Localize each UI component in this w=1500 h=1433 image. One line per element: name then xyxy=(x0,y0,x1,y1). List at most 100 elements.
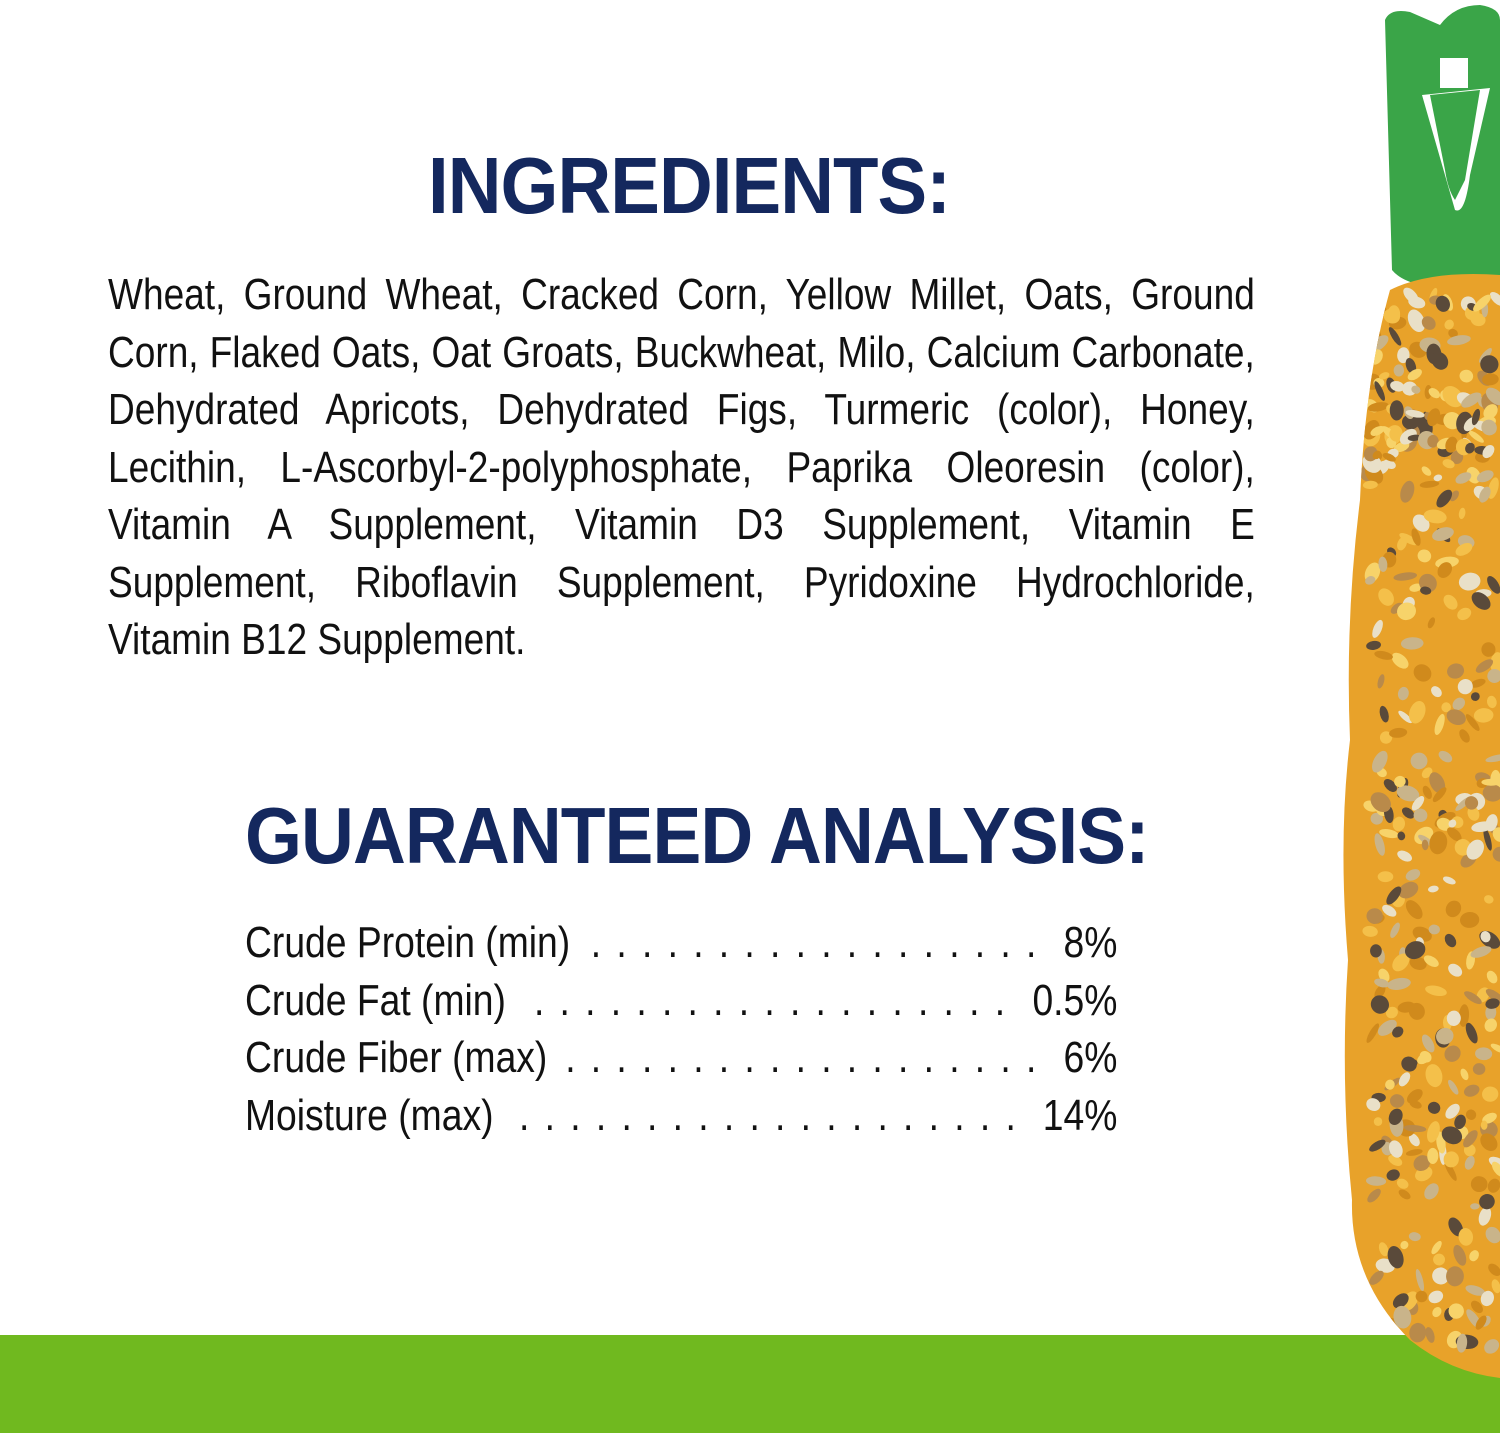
seed-speck xyxy=(1389,727,1408,738)
seed-speck xyxy=(1431,686,1442,698)
seed-speck xyxy=(1411,385,1421,394)
analysis-value: 8% xyxy=(1063,918,1118,967)
seed-speck xyxy=(1479,1194,1495,1210)
seed-speck xyxy=(1379,829,1399,839)
seed-speck xyxy=(1459,369,1474,383)
seed-speck xyxy=(1370,944,1382,958)
seed-speck xyxy=(1471,592,1491,610)
seed-speck xyxy=(1431,351,1449,370)
seed-speck xyxy=(1386,1169,1400,1181)
seed-speck xyxy=(1385,1006,1398,1019)
seed-speck xyxy=(1397,536,1407,551)
seed-speck xyxy=(1407,434,1422,442)
seed-speck xyxy=(1423,509,1447,524)
analysis-row: Crude Fat (min).........................… xyxy=(245,976,1117,1034)
seed-speck xyxy=(1393,364,1405,377)
seed-speck xyxy=(1405,409,1425,418)
seed-speck xyxy=(1398,1189,1411,1200)
seed-speck xyxy=(1485,814,1498,832)
analysis-label: Crude Protein (min) xyxy=(245,918,571,967)
seed-speck xyxy=(1431,1240,1442,1255)
seed-speck xyxy=(1463,1130,1478,1148)
seed-speck xyxy=(1443,1151,1459,1168)
seed-speck xyxy=(1379,705,1389,723)
seed-speck xyxy=(1465,442,1475,454)
seed-speck xyxy=(1466,839,1484,860)
seed-speck xyxy=(1382,904,1397,917)
seed-speck xyxy=(1455,472,1472,484)
seed-speck xyxy=(1481,642,1496,657)
seed-speck xyxy=(1473,294,1492,312)
seed-speck xyxy=(1465,1109,1477,1120)
seed-speck xyxy=(1470,678,1486,688)
dot-leader: ................................... xyxy=(505,1090,1031,1140)
seed-speck xyxy=(1465,1285,1486,1296)
seed-speck xyxy=(1427,885,1439,893)
dot-leader: ................................... xyxy=(559,1033,1052,1082)
seed-speck xyxy=(1413,1155,1431,1172)
analysis-value: 0.5% xyxy=(1032,975,1118,1025)
seed-speck xyxy=(1485,1226,1500,1244)
seed-speck xyxy=(1487,576,1500,594)
seed-speck xyxy=(1373,1117,1383,1126)
seed-speck xyxy=(1366,640,1381,650)
ingredients-text: Wheat, Ground Wheat, Cracked Corn, Yello… xyxy=(108,270,1255,664)
analysis-row: Moisture (max)..........................… xyxy=(245,1091,1117,1149)
seed-speck xyxy=(1464,796,1479,810)
seed-speck xyxy=(1448,1217,1464,1237)
seed-speck xyxy=(1459,729,1470,743)
seed-speck xyxy=(1385,1079,1395,1090)
seed-speck xyxy=(1488,1263,1500,1277)
seed-speck xyxy=(1464,991,1482,1005)
seed-speck xyxy=(1383,308,1400,324)
seed-speck xyxy=(1467,806,1480,821)
seed-speck xyxy=(1378,588,1394,606)
seed-speck xyxy=(1389,427,1403,442)
seed-speck xyxy=(1480,1133,1498,1151)
seed-speck xyxy=(1421,316,1436,330)
seed-speck xyxy=(1490,1043,1500,1054)
seed-speck xyxy=(1376,1315,1386,1337)
seed-speck xyxy=(1448,1303,1464,1319)
seed-speck xyxy=(1427,1101,1441,1114)
seed-speck xyxy=(1369,1270,1384,1285)
seed-speck xyxy=(1398,710,1413,724)
seed-speck xyxy=(1486,970,1498,984)
seed-speck xyxy=(1470,1203,1480,1210)
seed-speck xyxy=(1364,1341,1384,1356)
seed-speck xyxy=(1480,1290,1494,1307)
seed-speck xyxy=(1448,819,1457,828)
seed-speck xyxy=(1485,988,1500,1003)
seed-speck xyxy=(1397,347,1410,364)
seed-speck xyxy=(1449,490,1459,502)
seed-speck xyxy=(1487,668,1500,683)
seed-speck xyxy=(1481,778,1500,786)
seed-speck xyxy=(1392,816,1406,832)
seed-speck xyxy=(1485,754,1500,763)
seed-speck xyxy=(1480,1120,1488,1130)
seed-speck xyxy=(1442,459,1455,469)
seed-speck xyxy=(1369,1139,1386,1152)
seed-speck xyxy=(1364,1296,1377,1308)
seed-speck xyxy=(1421,839,1429,851)
seed-speck xyxy=(1396,785,1420,802)
seed-speck xyxy=(1428,388,1441,399)
seed-speck xyxy=(1379,731,1393,744)
seed-speck xyxy=(1483,404,1498,420)
seed-speck xyxy=(1455,543,1473,556)
seed-speck xyxy=(1447,827,1462,842)
seed-speck xyxy=(1397,831,1406,841)
seed-speck xyxy=(1424,1183,1439,1200)
seed-speck xyxy=(1433,474,1443,482)
seed-speck xyxy=(1421,767,1433,779)
seed-speck xyxy=(1468,430,1484,443)
seed-speck xyxy=(1397,850,1412,862)
seed-speck xyxy=(1379,372,1390,380)
seed-speck xyxy=(1387,977,1411,990)
seed-speck xyxy=(1454,1114,1466,1130)
seed-speck xyxy=(1428,1290,1444,1304)
seed-speck xyxy=(1475,659,1494,673)
seed-speck xyxy=(1444,319,1454,330)
seed-speck xyxy=(1490,652,1500,674)
seed-speck xyxy=(1401,807,1415,819)
